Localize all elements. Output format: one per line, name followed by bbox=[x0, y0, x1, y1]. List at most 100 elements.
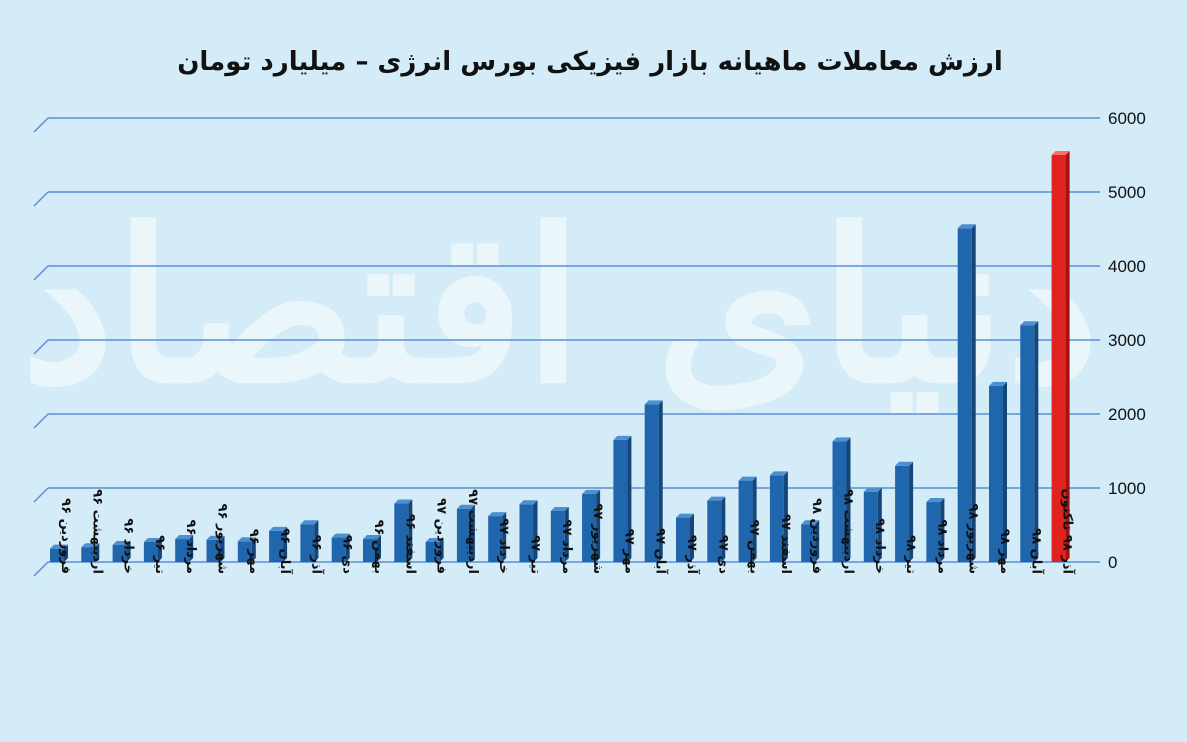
y-tick-label: 0 bbox=[1108, 553, 1117, 572]
bar-front bbox=[81, 547, 96, 562]
bar-side bbox=[408, 499, 413, 562]
grid-layer bbox=[33, 117, 1100, 577]
bar bbox=[50, 544, 68, 562]
bar-front bbox=[488, 516, 503, 562]
bar-front bbox=[644, 404, 659, 562]
bar-front bbox=[206, 539, 221, 562]
x-category-label: مهر ۹۶ bbox=[246, 529, 261, 574]
bar-side bbox=[846, 437, 851, 562]
bar-front bbox=[582, 493, 597, 562]
bar bbox=[550, 506, 569, 562]
bar-side bbox=[783, 471, 788, 562]
x-category-label: آبان ۹۶ bbox=[277, 528, 294, 574]
bar-side bbox=[564, 506, 569, 562]
gridline-depth bbox=[33, 265, 49, 281]
bar-front bbox=[801, 524, 816, 562]
bar-front bbox=[425, 542, 440, 562]
bar-top bbox=[550, 506, 569, 511]
bar bbox=[300, 520, 319, 562]
bar-top bbox=[957, 224, 976, 229]
bar-top bbox=[175, 535, 194, 540]
bar bbox=[143, 538, 162, 562]
bar-front bbox=[738, 480, 753, 562]
bar-top bbox=[676, 513, 694, 518]
bar bbox=[363, 535, 381, 562]
bar bbox=[519, 500, 538, 562]
bar-side bbox=[533, 500, 538, 562]
bar bbox=[1020, 321, 1039, 562]
bar-top bbox=[926, 498, 945, 503]
bar-top bbox=[1051, 151, 1070, 155]
bar bbox=[801, 520, 820, 562]
bar-front bbox=[519, 504, 534, 562]
bar bbox=[456, 504, 475, 562]
x-category-label: فروردین ۹۶ bbox=[58, 498, 73, 574]
x-category-label: آذر ۹۸ تاکنون bbox=[1060, 489, 1077, 575]
bar-top bbox=[582, 489, 601, 494]
bar-top bbox=[456, 504, 475, 509]
bar-front bbox=[676, 517, 690, 562]
bar-top bbox=[989, 381, 1007, 386]
bar-front bbox=[331, 537, 346, 562]
bar-front bbox=[957, 228, 972, 562]
bar bbox=[394, 499, 413, 562]
bar-front bbox=[1051, 155, 1066, 562]
gridline-depth bbox=[33, 487, 49, 503]
bar-top bbox=[738, 476, 757, 481]
bar-front bbox=[550, 510, 565, 562]
bar-side bbox=[251, 537, 256, 562]
bar bbox=[707, 496, 726, 562]
bar-top bbox=[644, 400, 663, 405]
bar-front bbox=[926, 502, 941, 562]
bar-front bbox=[237, 541, 252, 562]
bar-side bbox=[721, 496, 726, 562]
bar-top bbox=[613, 435, 632, 440]
x-category-label: شهریور ۹۶ bbox=[215, 504, 230, 574]
bar bbox=[1051, 151, 1070, 562]
bar-top bbox=[863, 487, 882, 492]
gridline-depth bbox=[33, 413, 49, 429]
bar bbox=[769, 471, 788, 562]
bar-side bbox=[940, 498, 945, 562]
chart-title: ارزش معاملات ماهیانه بازار فیزیکی بورس ا… bbox=[177, 47, 1003, 77]
bar bbox=[237, 537, 256, 562]
bar-side bbox=[314, 520, 319, 562]
x-category-label: شهریور ۹۷ bbox=[590, 504, 605, 574]
bar-side bbox=[909, 461, 914, 562]
bar-top bbox=[112, 540, 131, 545]
bar-top bbox=[394, 499, 413, 504]
bar bbox=[676, 513, 694, 562]
x-category-label: بهمن ۹۷ bbox=[747, 520, 762, 574]
bar-side bbox=[439, 538, 444, 562]
x-category-label: مهر ۹۷ bbox=[621, 529, 636, 574]
bar bbox=[206, 535, 225, 562]
bar-side bbox=[1065, 151, 1070, 562]
bars-layer bbox=[50, 151, 1070, 562]
bar-top bbox=[707, 496, 726, 501]
bar-front bbox=[300, 524, 315, 562]
bar-top bbox=[801, 520, 820, 525]
bar-side bbox=[189, 535, 194, 562]
watermark-logo-text: دنیای اقتصاد bbox=[21, 183, 1100, 430]
bar bbox=[738, 476, 757, 562]
bar-top bbox=[237, 537, 256, 542]
bar-side bbox=[596, 489, 601, 562]
bar bbox=[989, 381, 1007, 562]
y-tick-label: 1000 bbox=[1108, 479, 1146, 498]
bar-side bbox=[126, 540, 131, 562]
x-category-label: مرداد ۹۸ bbox=[934, 520, 949, 574]
y-tick-label: 2000 bbox=[1108, 405, 1146, 424]
x-category-label: فروردین ۹۸ bbox=[809, 498, 824, 574]
bar bbox=[269, 526, 288, 562]
x-category-label: مرداد ۹۶ bbox=[183, 520, 198, 574]
x-category-label: دی ۹۶ bbox=[340, 535, 355, 574]
x-category-label: خرداد ۹۶ bbox=[121, 518, 136, 574]
gridline-depth bbox=[33, 561, 49, 577]
bar-side bbox=[502, 512, 507, 562]
bar bbox=[112, 540, 131, 562]
bar-side bbox=[95, 543, 100, 562]
bar-front bbox=[613, 439, 628, 562]
x-category-label: خرداد ۹۸ bbox=[872, 518, 887, 574]
x-category-label: آذر ۹۶ bbox=[308, 535, 325, 575]
